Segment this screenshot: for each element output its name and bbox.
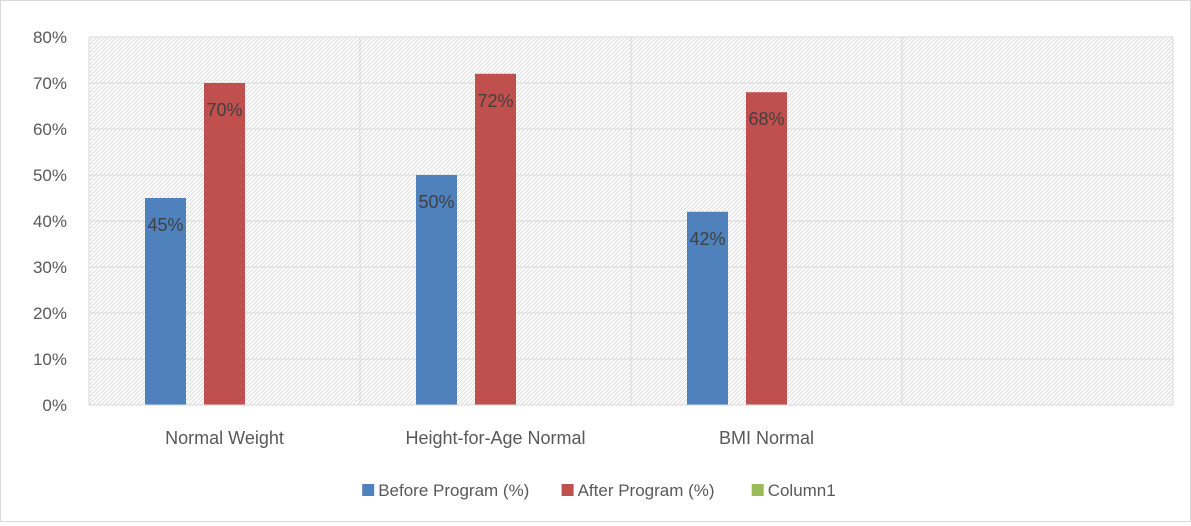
y-tick-label: 70%: [33, 74, 67, 93]
data-label: 45%: [147, 215, 183, 235]
y-axis: 0% 10% 20% 30% 40% 50% 60% 70% 80%: [33, 28, 67, 415]
y-tick-label: 30%: [33, 258, 67, 277]
x-tick-label: BMI Normal: [719, 428, 814, 448]
legend-label: After Program (%): [578, 481, 715, 500]
data-label: 50%: [418, 192, 454, 212]
y-tick-label: 80%: [33, 28, 67, 47]
x-tick-label: Normal Weight: [165, 428, 284, 448]
data-labels: 45% 70% 50% 72% 42% 68%: [147, 91, 784, 249]
data-label: 68%: [748, 109, 784, 129]
y-tick-label: 10%: [33, 350, 67, 369]
bar: [416, 175, 457, 405]
y-tick-label: 40%: [33, 212, 67, 231]
x-tick-label: Height-for-Age Normal: [405, 428, 585, 448]
y-tick-label: 60%: [33, 120, 67, 139]
legend: Before Program (%) After Program (%) Colum…: [362, 481, 836, 500]
bar: [145, 198, 186, 405]
legend-swatch: [561, 484, 574, 496]
y-tick-label: 20%: [33, 304, 67, 323]
bar: [687, 211, 728, 405]
bar: [475, 73, 516, 406]
legend-swatch: [751, 484, 764, 496]
bar: [746, 92, 787, 405]
y-tick-label: 0%: [42, 396, 67, 415]
data-label: 42%: [689, 229, 725, 249]
x-axis: Normal Weight Height-for-Age Normal BMI No…: [89, 404, 1173, 448]
data-label: 70%: [206, 100, 242, 120]
bars: [145, 73, 787, 406]
data-label: 72%: [477, 91, 513, 111]
gridlines: [88, 36, 1174, 406]
y-tick-label: 50%: [33, 166, 67, 185]
legend-label: Column1: [768, 481, 836, 500]
legend-label: Before Program (%): [378, 481, 529, 500]
legend-swatch: [362, 484, 375, 496]
bar: [204, 83, 245, 405]
